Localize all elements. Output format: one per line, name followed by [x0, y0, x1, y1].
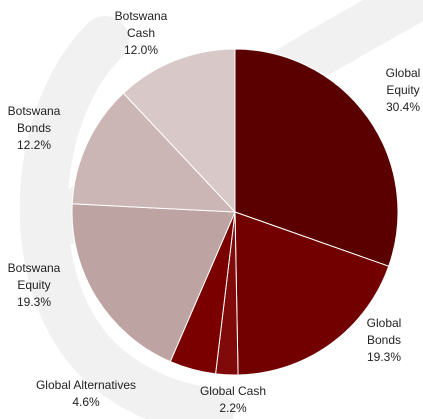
slice-label: Global Cash 2.2%	[200, 384, 266, 415]
pie-labels: Global Equity 30.4% Global Bonds 19.3% Global …	[8, 9, 421, 415]
pie-slice	[122, 48, 236, 214]
slice-label: Botswana Cash 12.0%	[115, 9, 168, 57]
pie-slice	[71, 203, 236, 363]
slice-label: Botswana Bonds 12.2%	[8, 104, 61, 152]
pie-slices	[71, 48, 399, 376]
pie-slice	[234, 211, 390, 376]
slice-label: Global Alternatives 4.6%	[36, 378, 136, 409]
pie-slice	[71, 92, 237, 213]
slice-label: Botswana Equity 19.3%	[8, 261, 61, 309]
slice-label: Global Bonds 19.3%	[367, 316, 402, 364]
pie-slice	[234, 48, 399, 267]
slice-label: Global Equity 30.4%	[386, 66, 421, 114]
